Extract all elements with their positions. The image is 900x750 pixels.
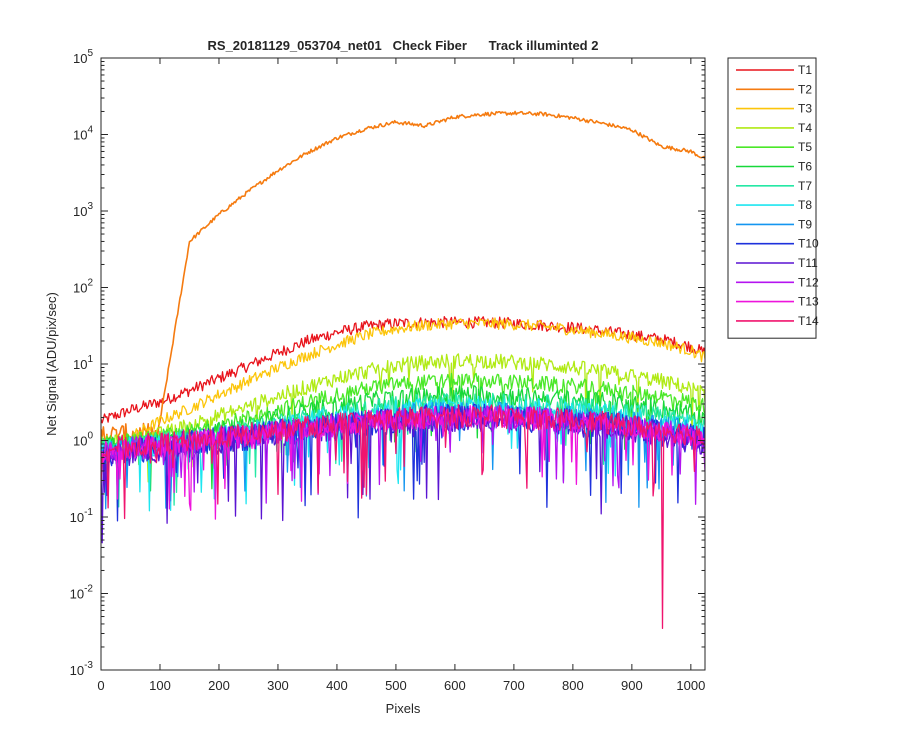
- y-tick-label: 105: [73, 48, 93, 66]
- y-tick-label: 104: [73, 125, 93, 143]
- y-tick-label: 101: [73, 354, 93, 372]
- legend-label: T6: [798, 160, 812, 174]
- x-tick-label: 600: [444, 678, 466, 693]
- legend-box: [727, 57, 817, 339]
- legend-label: T9: [798, 217, 812, 231]
- legend-label: T3: [798, 102, 812, 116]
- legend-label: T14: [798, 314, 819, 328]
- x-tick-label: 900: [621, 678, 643, 693]
- series-layer: [101, 110, 705, 630]
- legend-label: T2: [798, 82, 812, 96]
- series-line-t4: [101, 353, 705, 483]
- legend-label: T1: [798, 63, 812, 77]
- x-tick-label: 300: [267, 678, 289, 693]
- legend-label: T4: [798, 121, 812, 135]
- x-tick-label: 800: [562, 678, 584, 693]
- series-line-t5: [101, 372, 705, 466]
- chart-title: RS_20181129_053704_net01 Check Fiber Tra…: [208, 38, 599, 53]
- legend: T1 T2 T3 T4 T5 T6 T7 T8 T9 T10 T11 T12 T13 T14: [727, 57, 819, 339]
- series-line-t3: [101, 317, 705, 458]
- y-tick-label: 100: [73, 431, 93, 449]
- y-tick-label: 10-2: [70, 584, 94, 602]
- legend-label: T8: [798, 198, 812, 212]
- series-line-t14: [101, 404, 705, 630]
- x-tick-label: 0: [97, 678, 104, 693]
- y-tick-label: 10-3: [70, 660, 94, 678]
- y-tick-label: 103: [73, 201, 93, 219]
- y-tick-label: 102: [73, 278, 93, 296]
- y-tick-label: 10-1: [70, 507, 94, 525]
- legend-label: T7: [798, 179, 812, 193]
- x-tick-label: 100: [149, 678, 171, 693]
- y-axis: 10-3 10-2 10-1 100 101 102 103 104 105: [70, 48, 705, 678]
- legend-label: T5: [798, 140, 812, 154]
- series-line-t1: [101, 316, 705, 424]
- legend-label: T10: [798, 237, 819, 251]
- legend-label: T12: [798, 275, 819, 289]
- x-tick-label: 700: [503, 678, 525, 693]
- x-tick-label: 400: [326, 678, 348, 693]
- series-line-t2: [101, 110, 705, 449]
- x-axis: 0 100 200 300 400 500 600 700 800 900 1000: [97, 58, 705, 693]
- x-axis-label: Pixels: [386, 701, 421, 716]
- legend-label: T13: [798, 295, 819, 309]
- y-axis-label: Net Signal (ADU/pix/sec): [44, 292, 59, 436]
- x-tick-label: 500: [385, 678, 407, 693]
- legend-label: T11: [798, 256, 818, 270]
- x-tick-label: 1000: [676, 678, 705, 693]
- x-tick-label: 200: [208, 678, 230, 693]
